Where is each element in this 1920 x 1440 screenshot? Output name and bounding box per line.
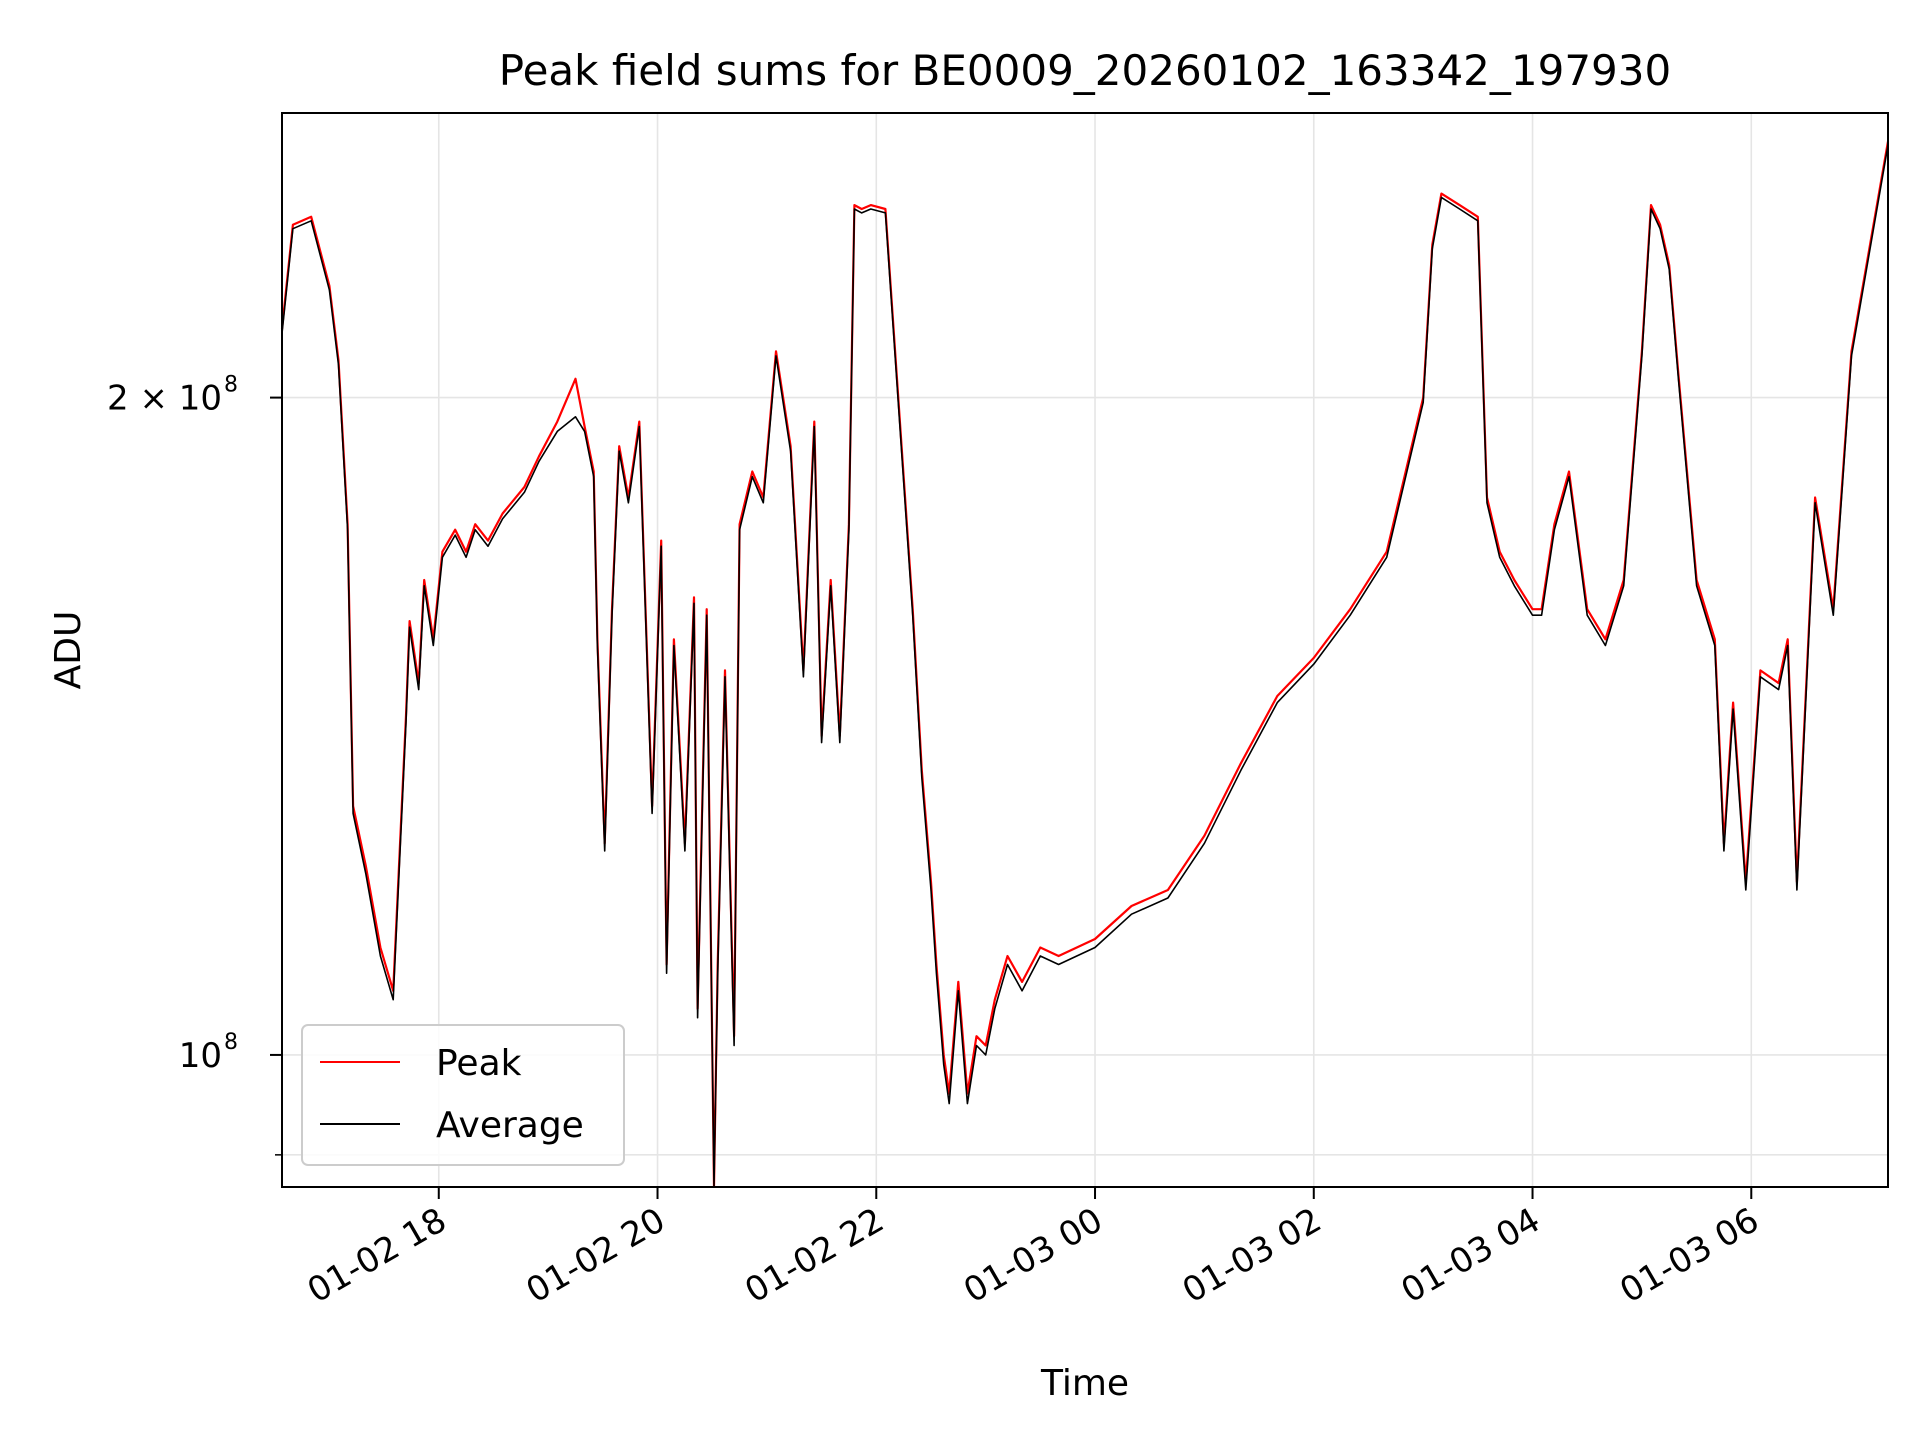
x-tick-label: 01-03 06 (1613, 1200, 1765, 1311)
x-tick-label: 01-03 00 (957, 1200, 1109, 1311)
legend-label-peak: Peak (436, 1043, 522, 1084)
y-axis-label: ADU (48, 611, 89, 690)
y-tick-label: 10 (179, 1036, 222, 1076)
x-axis-label: Time (1040, 1363, 1129, 1404)
tick-layer: 01-02 18 01-02 20 01-02 22 01-03 00 01-03 02… (107, 373, 1766, 1312)
x-tick-label: 01-03 02 (1176, 1200, 1328, 1311)
chart-title: Peak field sums for BE0009_20260102_1633… (499, 46, 1671, 95)
legend-box (301, 1024, 625, 1166)
y-tick-exponent: 8 (224, 373, 238, 398)
series-layer (280, 141, 1890, 1188)
legend: Peak Average (301, 1024, 625, 1166)
series-points-average (281, 145, 1889, 1187)
y-tick-label: 2 × 10 (107, 379, 222, 419)
grid-layer (282, 113, 1888, 1187)
x-tick-label: 01-03 04 (1395, 1200, 1547, 1311)
legend-label-average: Average (436, 1105, 584, 1146)
x-tick-label: 01-02 20 (520, 1200, 672, 1311)
plot-frame (281, 112, 1889, 1188)
x-tick-label: 01-02 18 (301, 1200, 453, 1311)
y-tick-exponent: 8 (224, 1030, 238, 1055)
x-tick-label: 01-02 22 (738, 1200, 890, 1311)
